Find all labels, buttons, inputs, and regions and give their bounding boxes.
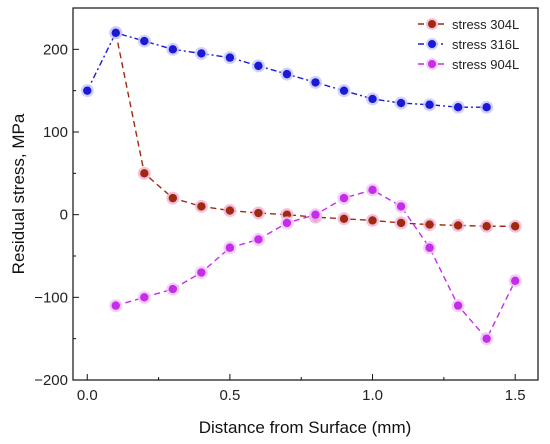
y-tick-label: 200 — [43, 41, 68, 58]
data-point — [482, 222, 491, 231]
x-tick-label: 0.0 — [77, 387, 98, 404]
data-point — [453, 301, 463, 310]
legend-label: stress 904L — [452, 57, 519, 72]
data-point — [339, 214, 349, 223]
data-point — [140, 293, 149, 302]
series-stress-316l — [80, 26, 494, 114]
data-point — [254, 61, 263, 71]
x-axis-title: Distance from Surface (mm) — [199, 418, 412, 437]
data-point — [311, 78, 320, 87]
legend-item: stress 316L — [418, 37, 519, 52]
plot-frame — [72, 7, 539, 381]
data-point — [197, 268, 206, 277]
data-point — [225, 243, 235, 252]
data-point — [254, 235, 263, 244]
legend-label: stress 316L — [452, 37, 519, 52]
data-point — [140, 169, 149, 178]
data-point — [282, 69, 292, 79]
y-tick-label: −100 — [34, 289, 68, 306]
y-tick-label: 0 — [60, 207, 68, 224]
data-point — [282, 210, 292, 219]
legend-marker — [428, 20, 436, 28]
data-point — [339, 86, 349, 95]
data-point — [311, 210, 320, 219]
data-point — [197, 202, 206, 211]
series-stress-904l — [109, 183, 522, 346]
data-point — [368, 185, 377, 195]
data-point — [168, 193, 178, 203]
data-point — [111, 28, 120, 37]
data-point — [425, 220, 434, 229]
data-point — [197, 49, 206, 58]
y-axis-title: Residual stress, MPa — [9, 113, 28, 274]
legend: stress 304L stress 316L stress 904L — [418, 17, 519, 72]
data-point — [225, 206, 235, 215]
data-point — [396, 98, 406, 108]
data-point — [425, 243, 434, 252]
data-point — [453, 221, 463, 230]
data-point — [168, 284, 178, 294]
data-point — [254, 208, 263, 218]
data-point — [396, 218, 406, 228]
data-point — [425, 100, 434, 109]
data-point — [339, 193, 349, 203]
data-point — [482, 103, 491, 112]
data-point — [510, 222, 520, 231]
data-point — [140, 36, 149, 46]
legend-marker — [428, 60, 436, 68]
legend-item: stress 904L — [418, 57, 519, 72]
data-point — [83, 86, 92, 95]
x-tick-label: 1.0 — [362, 387, 383, 404]
data-point — [168, 45, 178, 54]
axes-layer: 0.0 0.5 1.0 1.5 −200 −100 0 100 200 — [34, 7, 526, 404]
data-point — [396, 202, 406, 211]
x-tick-label: 0.5 — [219, 387, 240, 404]
data-point — [453, 103, 463, 112]
data-point — [368, 216, 377, 225]
data-point — [368, 94, 377, 104]
data-point — [111, 301, 120, 310]
x-tick-label: 1.5 — [505, 387, 526, 404]
legend-item: stress 304L — [418, 17, 519, 32]
y-tick-label: 100 — [43, 124, 68, 141]
legend-label: stress 304L — [452, 17, 519, 32]
y-tick-label: −200 — [34, 372, 68, 389]
legend-marker — [428, 40, 436, 48]
data-point — [482, 334, 491, 343]
data-point — [510, 276, 520, 285]
series-layer — [80, 26, 522, 346]
data-point — [282, 218, 292, 228]
data-point — [225, 53, 235, 62]
